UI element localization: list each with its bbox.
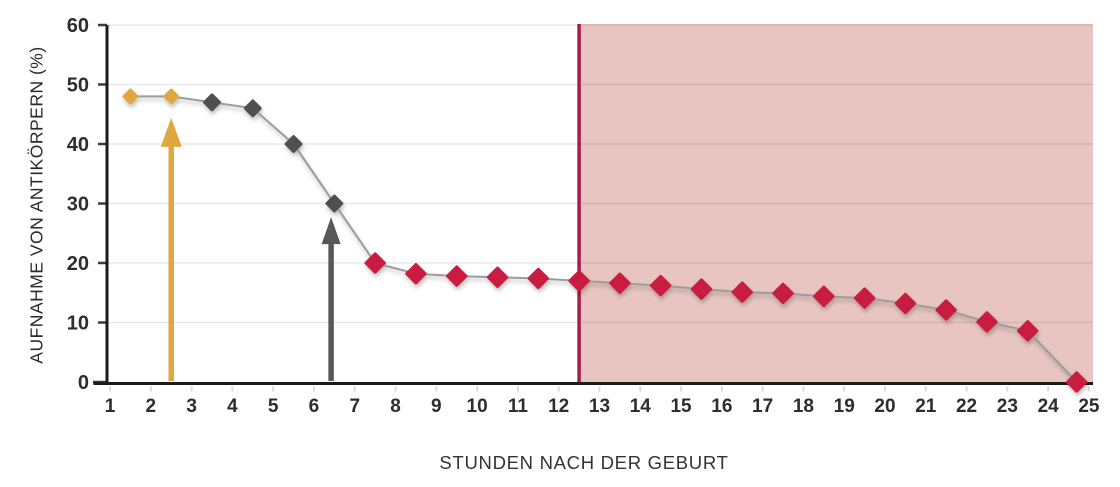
data-point-red <box>1065 371 1088 393</box>
data-point-gold <box>163 88 180 105</box>
x-tick-label: 8 <box>390 396 401 417</box>
x-tick-label: 2 <box>146 396 157 417</box>
y-tick-label: 0 <box>78 372 89 394</box>
data-point-red <box>853 287 876 309</box>
x-tick-label: 25 <box>1078 396 1100 417</box>
x-tick-label: 17 <box>752 396 773 417</box>
gray-arrow-head <box>321 217 341 245</box>
y-tick-label: 60 <box>67 15 89 37</box>
x-tick-label: 21 <box>915 396 937 417</box>
data-point-red <box>405 263 427 285</box>
x-tick-label: 6 <box>309 396 320 417</box>
series-antikoerper-aufnahme <box>122 88 1088 393</box>
y-tick-label: 40 <box>67 134 89 156</box>
x-tick-label: 22 <box>956 396 977 417</box>
y-axis-title: AUFNAHME VON ANTIKÖRPERN (%) <box>26 46 47 364</box>
x-tick-label: 18 <box>793 396 814 417</box>
x-tick-label: 20 <box>874 396 895 417</box>
y-tick-label: 30 <box>67 194 89 216</box>
x-tick-label: 5 <box>268 396 279 417</box>
x-tick-label: 24 <box>1038 396 1060 417</box>
x-tick-label: 1 <box>105 396 116 417</box>
x-tick-label: 7 <box>349 396 360 417</box>
x-axis-title: STUNDEN NACH DER GEBURT <box>439 452 729 473</box>
data-point-red <box>690 278 713 300</box>
x-tick-label: 3 <box>186 396 197 417</box>
x-tick-label: 13 <box>589 396 610 417</box>
x-tick-label: 19 <box>834 396 855 417</box>
x-tick-label: 16 <box>711 396 732 417</box>
data-point-gray <box>203 93 221 112</box>
data-point-red <box>813 285 835 308</box>
data-point-red <box>527 267 549 290</box>
data-point-red <box>772 282 794 305</box>
gold-arrow-head <box>160 117 182 147</box>
x-tick-label: 10 <box>467 396 488 417</box>
data-point-red <box>1017 320 1039 342</box>
y-tick-label: 50 <box>67 75 89 97</box>
data-point-red <box>568 270 590 292</box>
x-tick-label: 11 <box>508 396 529 417</box>
data-point-red <box>935 299 957 321</box>
data-point-red <box>609 272 631 294</box>
x-tick-label: 12 <box>548 396 569 417</box>
data-point-red <box>894 292 917 315</box>
data-point-red <box>364 252 386 274</box>
x-tick-label: 14 <box>630 396 652 417</box>
data-point-gold <box>122 88 139 105</box>
data-point-gray <box>243 99 262 118</box>
x-tick-label: 4 <box>227 396 238 417</box>
data-point-red <box>486 266 509 288</box>
x-tick-label: 23 <box>997 396 1018 417</box>
data-point-red <box>446 265 468 287</box>
critical-period-region <box>579 24 1093 382</box>
x-tick-label: 9 <box>431 396 442 417</box>
data-point-gray <box>325 194 344 213</box>
data-point-red <box>649 274 672 297</box>
x-tick-label: 15 <box>670 396 692 417</box>
y-tick-label: 10 <box>67 313 89 335</box>
data-point-red <box>976 311 998 333</box>
data-point-red <box>731 281 753 303</box>
data-point-gray <box>284 135 303 153</box>
y-tick-label: 20 <box>67 253 89 275</box>
